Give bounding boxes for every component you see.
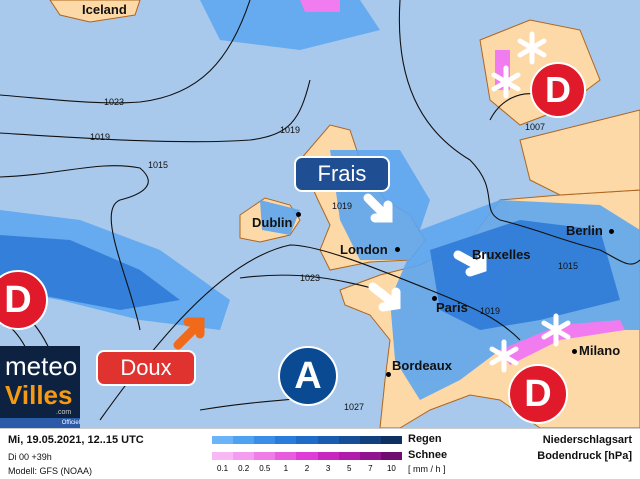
city-dot-dublin [296, 212, 301, 217]
snow-swatch [233, 452, 255, 460]
city-milano: Milano [579, 343, 621, 358]
city-dublin: Dublin [252, 215, 293, 230]
rain-swatch [317, 436, 339, 444]
city-bordeaux: Bordeaux [392, 358, 452, 373]
isobar-label: 1019 [332, 201, 353, 211]
rain-swatch [275, 436, 297, 444]
forecast-model: Modell: GFS (NOAA) [8, 466, 93, 476]
isobar-label: 1015 [558, 261, 579, 271]
logo-suffix: .com [56, 409, 72, 416]
city-dot-london [395, 247, 400, 252]
snow-label: Schnee [408, 449, 448, 461]
scale-tick: 0.2 [238, 464, 250, 473]
label-iceland: Iceland [82, 2, 127, 17]
logo-tag: Officiel [0, 418, 80, 428]
scale-tick: 7 [368, 464, 373, 473]
scale-tick: 0.1 [216, 464, 229, 473]
isobar-label: 1027 [344, 402, 365, 412]
snow-icon [489, 339, 519, 373]
legend: Mi, 19.05.2021, 12..15 UTC Di 00 +39h Mo… [0, 428, 640, 479]
rain-swatch [212, 436, 234, 444]
unit-label: [ mm / h ] [408, 464, 446, 474]
city-paris: Paris [436, 300, 468, 315]
snow-swatch [338, 452, 360, 460]
snow-scale [212, 452, 402, 460]
city-bruxelles: Bruxelles [472, 247, 531, 262]
scale-tick: 3 [325, 464, 331, 473]
forecast-date: Mi, 19.05.2021, 12..15 UTC [8, 434, 144, 446]
snow-swatch [317, 452, 339, 460]
snow-swatch [359, 452, 381, 460]
rain-label: Regen [408, 433, 442, 445]
snow-swatch [212, 452, 234, 460]
city-dot-bordeaux [386, 372, 391, 377]
city-london: London [340, 242, 388, 257]
label-doux: Doux [96, 350, 196, 386]
city-dot-milano [572, 349, 577, 354]
isobar-label: 1015 [148, 160, 169, 170]
meteovilles-logo: meteo Villes .com Officiel [0, 346, 80, 428]
city-berlin: Berlin [566, 223, 603, 238]
logo-line1: meteo [5, 351, 78, 381]
forecast-run: Di 00 +39h [8, 452, 52, 462]
snow-swatch [380, 452, 402, 460]
snow-swatch [254, 452, 276, 460]
low-pressure-atlantic: D [0, 270, 48, 330]
scale-tick: 5 [346, 464, 352, 473]
snow-icon [541, 313, 571, 347]
snow-icon [491, 65, 521, 99]
snow-swatch [275, 452, 297, 460]
rain-swatch [233, 436, 255, 444]
legend-title-pressure: Bodendruck [hPa] [537, 450, 632, 462]
isobar-label: 1023 [300, 273, 321, 283]
snow-icons [489, 31, 571, 373]
isobar-label: 1023 [104, 97, 125, 107]
low-pressure-italy: D [508, 364, 568, 424]
snow-swatch [296, 452, 318, 460]
scale-ticks: 0.1 0.2 0.5 1 2 3 5 7 10 [212, 464, 402, 474]
rain-swatch [380, 436, 402, 444]
scale-tick: 2 [304, 464, 310, 473]
isobars [0, 0, 640, 421]
isobar-label: 1019 [480, 306, 501, 316]
rain-swatch [254, 436, 276, 444]
scale-tick: 10 [386, 464, 396, 473]
label-frais: Frais [294, 156, 390, 192]
snow-icon [517, 31, 547, 65]
high-pressure: A [278, 346, 338, 406]
cold-arrows [363, 193, 487, 312]
logo-line2: Villes [5, 380, 73, 410]
isobar-label: 1019 [90, 132, 111, 142]
isobar-label: 1019 [280, 125, 301, 135]
weather-map: Iceland Dublin London Bruxelles Berlin P… [0, 0, 640, 428]
rain-swatch [359, 436, 381, 444]
isobar-label: 1007 [525, 122, 546, 132]
rain-swatch [338, 436, 360, 444]
city-dot-paris [432, 296, 437, 301]
warm-arrow [173, 317, 205, 350]
city-dot-berlin [609, 229, 614, 234]
legend-title-precip: Niederschlagsart [542, 434, 632, 446]
low-pressure-north: D [530, 62, 586, 118]
rain-swatch [296, 436, 318, 444]
scale-tick: 0.5 [259, 464, 271, 473]
scale-tick: 1 [283, 464, 289, 473]
rain-scale [212, 436, 402, 444]
